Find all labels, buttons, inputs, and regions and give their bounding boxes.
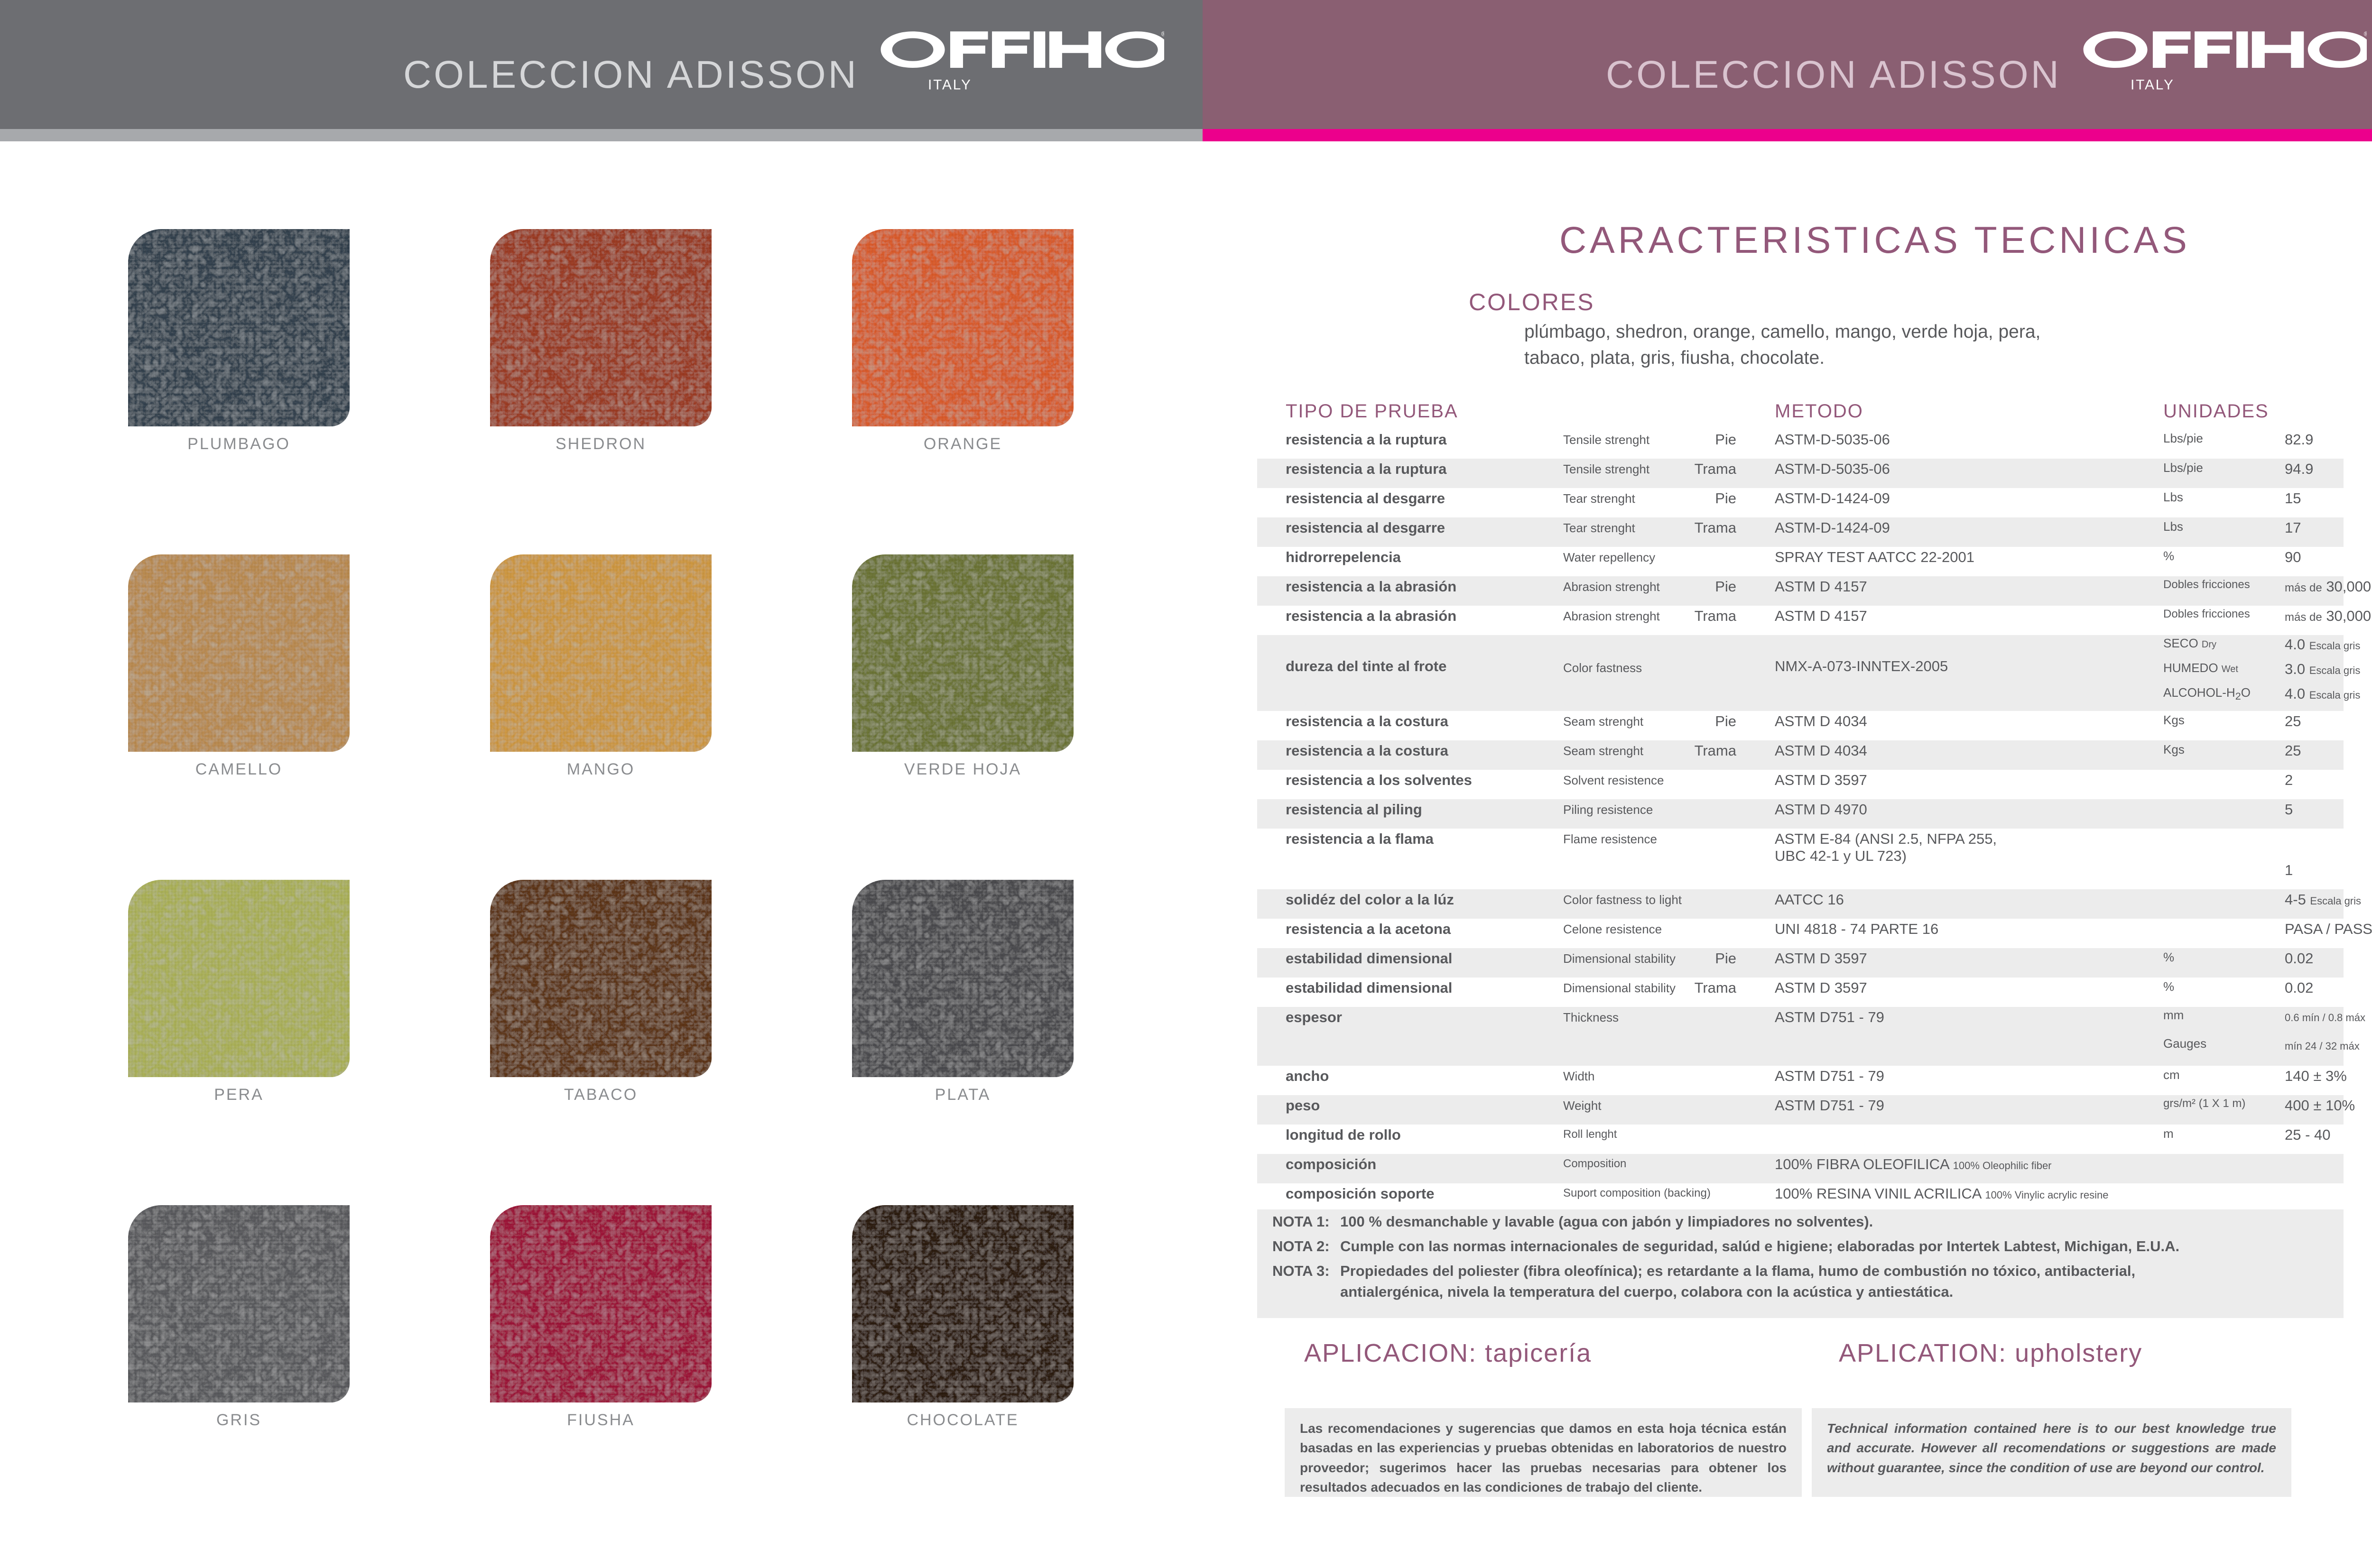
svg-text:®: ® — [2364, 30, 2367, 37]
svg-text:®: ® — [1161, 30, 1164, 37]
svg-text:ITALY: ITALY — [2131, 77, 2175, 92]
svg-text:ITALY: ITALY — [928, 77, 972, 92]
